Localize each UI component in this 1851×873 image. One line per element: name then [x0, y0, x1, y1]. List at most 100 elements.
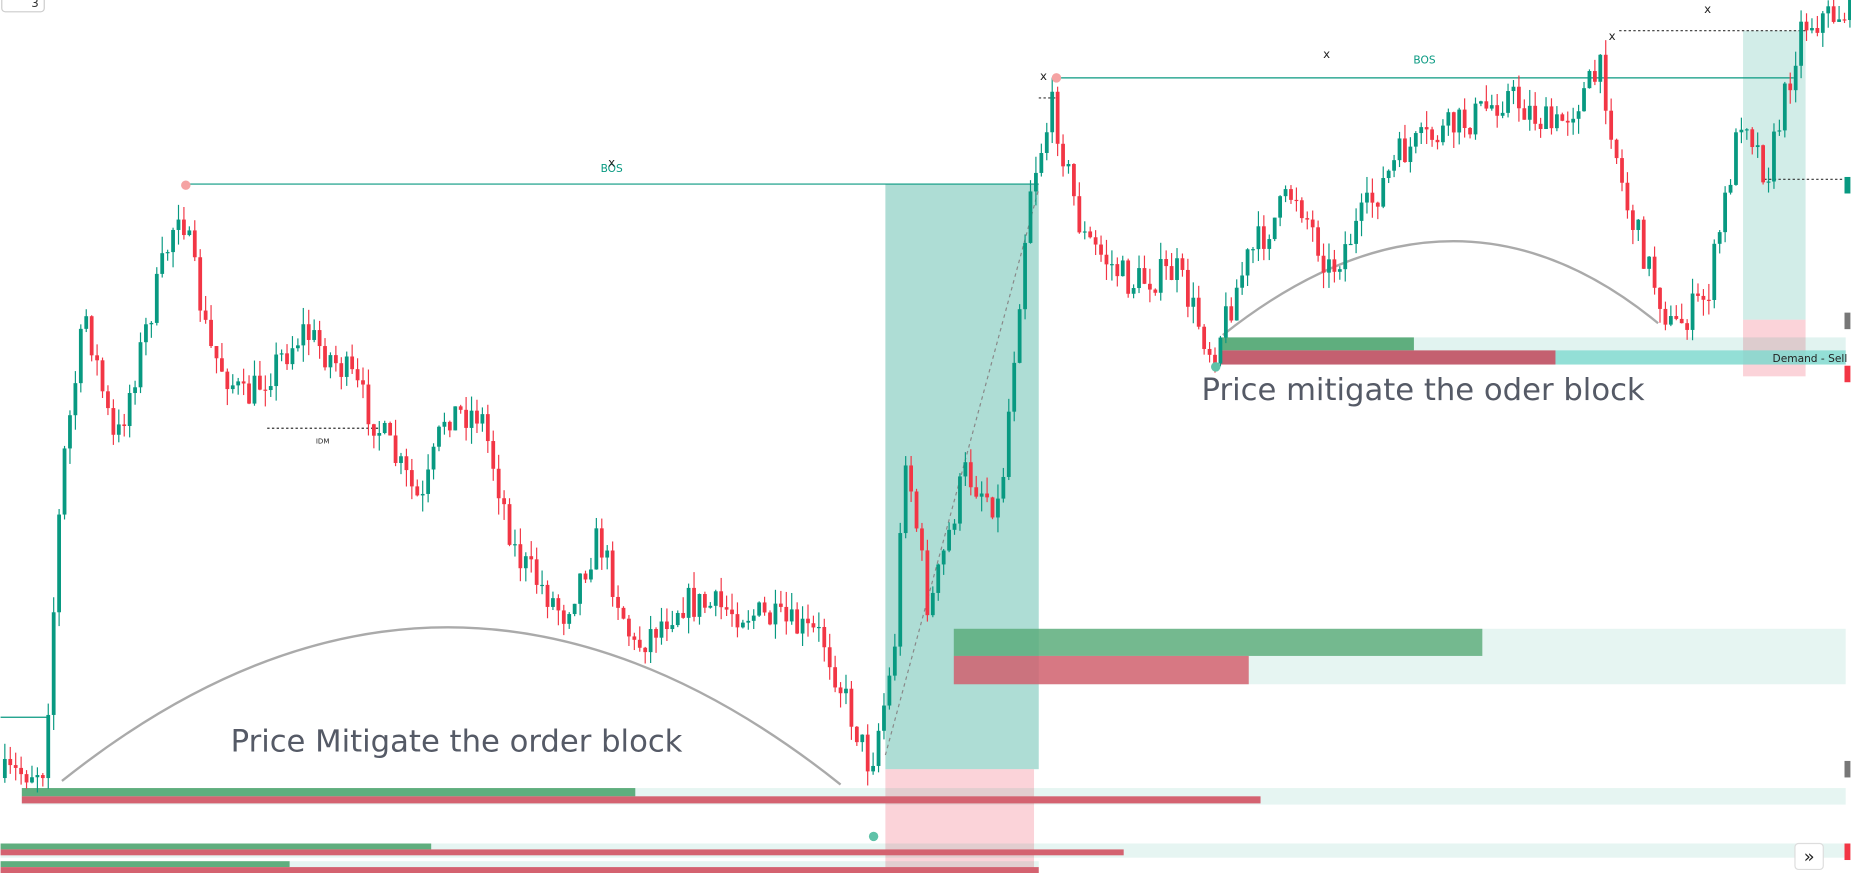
- candle-body: [740, 622, 745, 628]
- candle-body: [920, 528, 924, 551]
- candle-body: [1240, 275, 1245, 288]
- candle-body: [1500, 112, 1505, 116]
- order-block-volume: [1220, 337, 1414, 351]
- candle-body: [1310, 219, 1315, 228]
- candle-body: [990, 497, 995, 518]
- candle-body: [1131, 288, 1136, 294]
- badge[interactable]: [1, 0, 45, 13]
- order-block-volume: [21, 796, 1261, 804]
- candle-body: [513, 544, 517, 546]
- candle-body: [502, 498, 506, 505]
- candle-body: [1413, 133, 1418, 147]
- candle-body: [789, 609, 794, 622]
- candle-body: [355, 369, 360, 381]
- candle-body: [708, 605, 713, 608]
- order-block-volume: [953, 655, 1249, 685]
- candle-body: [182, 219, 186, 236]
- candle-body: [1582, 88, 1586, 112]
- candle-body: [930, 592, 935, 616]
- candle-body: [496, 468, 501, 499]
- candle-body: [133, 387, 137, 394]
- candle-body: [903, 465, 908, 534]
- candle-body: [578, 573, 582, 604]
- candle-body: [1153, 289, 1158, 293]
- candle-body: [1066, 164, 1071, 167]
- candle-body: [1511, 86, 1516, 92]
- candle-body: [1365, 192, 1369, 203]
- candle-body: [1245, 249, 1250, 276]
- candle-body: [605, 550, 610, 558]
- candle-body: [703, 594, 707, 608]
- candle-body: [1321, 255, 1326, 273]
- candle-body: [1555, 114, 1559, 129]
- scroll-button[interactable]: [1794, 842, 1824, 871]
- candle-body: [806, 618, 810, 624]
- candle-body: [567, 614, 572, 624]
- candle-body: [116, 424, 121, 435]
- candle-body: [616, 596, 620, 608]
- candle-body: [127, 393, 132, 427]
- candle-body: [675, 612, 680, 626]
- candle-body: [8, 758, 13, 766]
- candle-body: [849, 688, 854, 727]
- candle-body: [1213, 354, 1217, 364]
- candle-body: [572, 603, 577, 615]
- candle-body: [534, 559, 539, 585]
- candle-body: [1782, 83, 1787, 131]
- candle-body: [1777, 130, 1782, 132]
- candle-body: [1473, 103, 1478, 135]
- candle-body: [485, 414, 490, 442]
- candle-body: [295, 345, 300, 349]
- candle-body: [1430, 129, 1434, 140]
- candle-body: [1533, 105, 1538, 124]
- candle-body: [876, 730, 881, 766]
- candle-body: [437, 426, 441, 447]
- candle-body: [220, 358, 224, 372]
- candle-body: [209, 319, 213, 347]
- candle-body: [594, 528, 599, 570]
- candle-body: [241, 381, 246, 384]
- candle-body: [985, 493, 989, 498]
- candle-body: [328, 355, 333, 368]
- candle-body: [627, 618, 631, 637]
- candle-body: [730, 609, 734, 615]
- candle-body: [1451, 112, 1456, 133]
- candle-body: [1848, 0, 1851, 21]
- candle-body: [458, 406, 463, 410]
- candle-body: [1006, 411, 1011, 477]
- candle-body: [1375, 202, 1380, 207]
- candle-body: [171, 229, 175, 253]
- candle-body: [1793, 65, 1798, 91]
- candle-body: [621, 607, 626, 619]
- scale-marker: [1844, 760, 1851, 778]
- candle-body: [1316, 227, 1321, 256]
- candle-body: [1180, 258, 1185, 270]
- candle-body: [854, 726, 859, 743]
- candle-body: [713, 591, 718, 606]
- candle-body: [768, 612, 772, 625]
- swing-point: [868, 831, 879, 842]
- candle-body: [1598, 54, 1603, 82]
- candle-body: [659, 621, 664, 638]
- candle-body: [583, 573, 588, 580]
- candle-body: [1842, 19, 1847, 21]
- candle-body: [1185, 269, 1190, 307]
- candle-body: [306, 324, 311, 340]
- candle-body: [1137, 268, 1141, 289]
- candle-body: [1234, 287, 1239, 321]
- candle-body: [1614, 139, 1619, 159]
- candle-body: [887, 675, 892, 706]
- candle-body: [1565, 120, 1570, 123]
- order-block-volume: [21, 788, 636, 797]
- candle-body: [192, 230, 197, 258]
- candle-body: [1299, 200, 1304, 219]
- trend-line: [884, 188, 1040, 756]
- candle-body: [523, 556, 528, 569]
- candle-body: [1408, 146, 1413, 163]
- candle-body: [681, 612, 686, 618]
- candle-body: [1479, 101, 1483, 104]
- candle-body: [258, 375, 262, 390]
- swing-point: [1210, 362, 1221, 372]
- candle-body: [377, 432, 382, 436]
